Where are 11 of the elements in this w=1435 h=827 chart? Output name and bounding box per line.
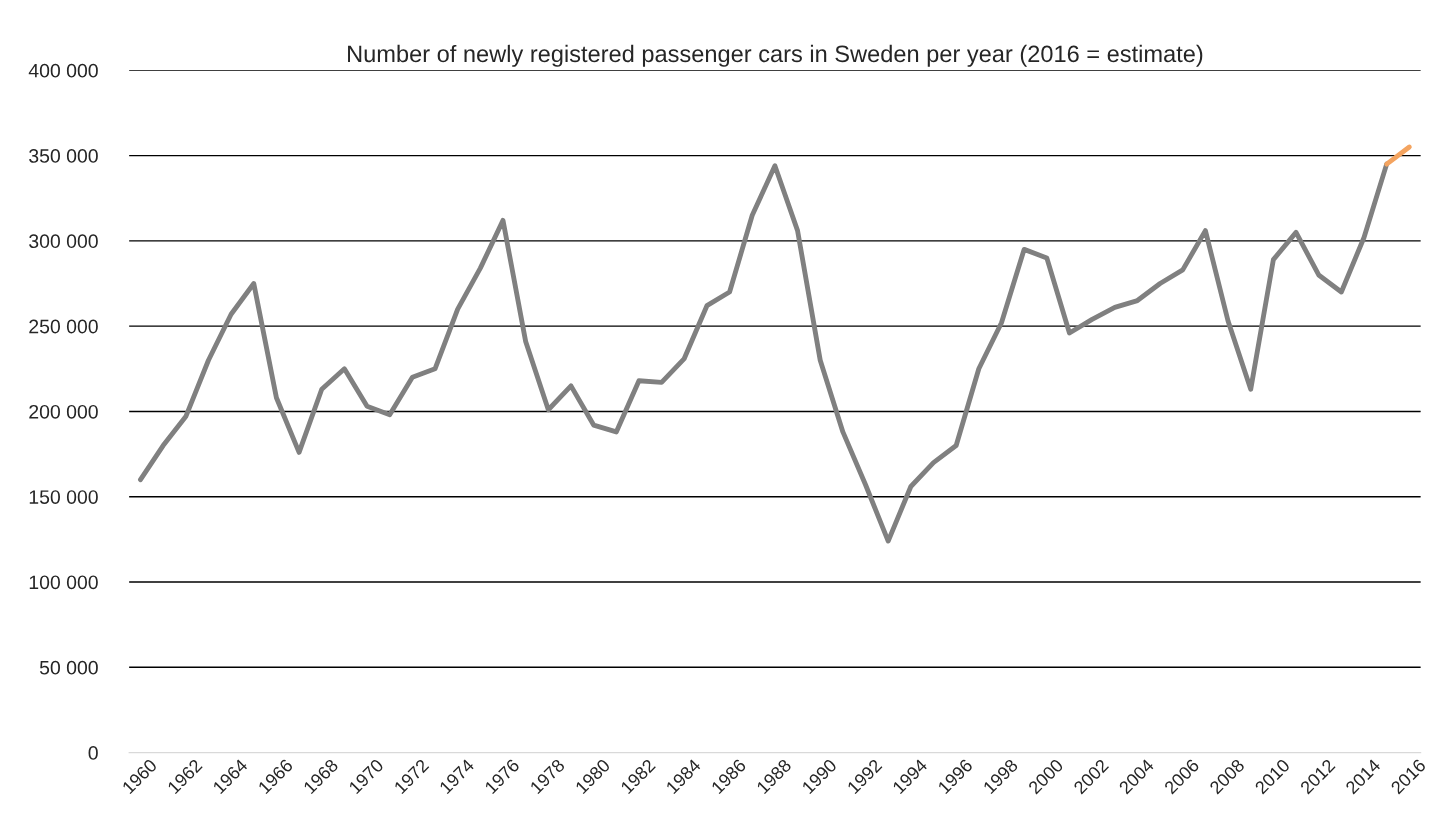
y-tick-label: 50 000 — [39, 660, 98, 675]
y-tick-label: 400 000 — [28, 63, 98, 78]
y-tick-label: 0 — [88, 746, 98, 760]
y-tick-label: 300 000 — [29, 234, 98, 249]
y-tick-label: 150 000 — [29, 490, 98, 504]
y-tick-label: 200 000 — [29, 404, 98, 419]
chart-title: Number of newly registered passenger cars in Sweden per year (2016 = estimate) — [348, 44, 1203, 67]
line-series — [138, 161, 1390, 544]
y-tick-label: 250 000 — [29, 319, 98, 334]
y-tick-label: 100 000 — [29, 575, 98, 590]
y-tick-label: 350 000 — [29, 149, 98, 163]
